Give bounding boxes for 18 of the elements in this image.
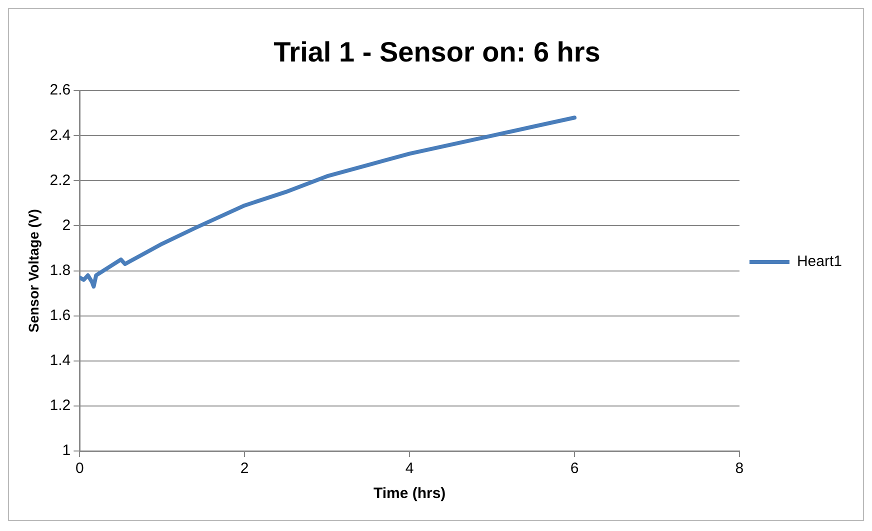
y-tick-label: 1.8 [50, 262, 71, 279]
y-tick-label: 2.4 [50, 126, 71, 144]
legend-label: Heart1 [796, 253, 842, 270]
y-tick-label: 2 [62, 216, 71, 234]
y-tick-label: 1.6 [50, 306, 71, 324]
y-tick-label: 1.4 [50, 352, 71, 370]
y-tick-label: 2.2 [50, 172, 71, 189]
chart-title: Trial 1 - Sensor on: 6 hrs [274, 36, 600, 68]
x-tick-label: 6 [570, 460, 579, 478]
y-tick-label: 1 [62, 442, 71, 460]
y-axis-title: Sensor Voltage (V) [25, 209, 42, 333]
x-tick-label: 8 [735, 460, 744, 478]
x-tick-label: 0 [75, 460, 84, 478]
y-tick-label: 1.2 [50, 397, 71, 414]
x-tick-label: 4 [405, 460, 414, 478]
x-tick-label: 2 [240, 460, 249, 478]
x-axis-title: Time (hrs) [373, 485, 446, 502]
y-tick-label: 2.6 [50, 82, 71, 99]
